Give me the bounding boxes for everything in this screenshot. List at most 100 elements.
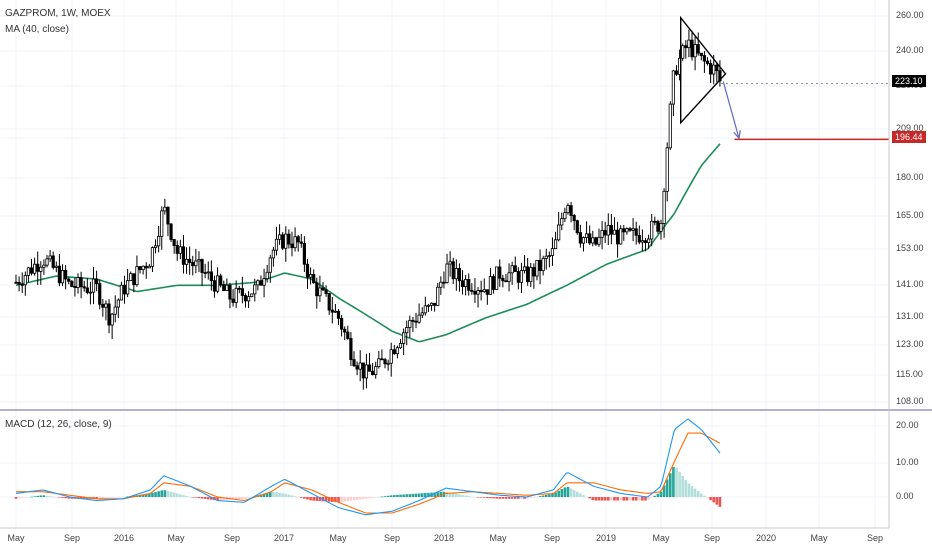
candle-body	[33, 263, 37, 274]
candle-body	[395, 347, 400, 355]
candle-body	[194, 260, 198, 267]
macd-histogram-bar	[182, 495, 185, 497]
macd-histogram-bar	[399, 494, 402, 497]
macd-histogram-bar	[281, 493, 284, 497]
candle-body	[321, 287, 325, 291]
candle-body	[126, 280, 130, 295]
candle-body	[29, 267, 34, 274]
macd-histogram-bar	[656, 493, 660, 497]
candle-body	[175, 245, 179, 254]
candle-body	[51, 255, 55, 268]
macd-histogram-bar	[631, 497, 635, 501]
macd-indicator-label: MACD (12, 26, close, 9)	[5, 419, 112, 430]
candle-body	[48, 255, 52, 260]
candle-body	[67, 278, 71, 282]
macd-histogram-bar	[200, 497, 204, 499]
candle-body	[535, 260, 539, 277]
macd-histogram-bar	[95, 497, 98, 499]
candle-body	[318, 287, 322, 297]
macd-histogram-bar	[473, 497, 477, 498]
candle-body	[166, 206, 170, 225]
candle-body	[460, 280, 465, 288]
candle-body	[91, 278, 96, 293]
candle-body	[107, 303, 111, 326]
macd-histogram-bar	[405, 494, 409, 497]
macd-histogram-bar	[222, 497, 226, 501]
price-axis-tick: 260.00	[896, 10, 924, 20]
macd-axis-tick: 20.00	[896, 420, 919, 430]
macd-histogram-bar	[411, 493, 415, 497]
macd-histogram-bar	[368, 497, 371, 499]
candle-body	[653, 220, 657, 223]
candle-body	[402, 332, 406, 344]
candle-body	[268, 257, 272, 273]
time-axis-tick: Sep	[866, 533, 884, 543]
candle-body	[671, 70, 676, 105]
macd-histogram-bar	[706, 497, 709, 498]
macd-histogram-bar	[185, 495, 188, 497]
macd-histogram-bar	[36, 495, 40, 497]
price-axis-tick: 123.00	[896, 339, 924, 349]
candle-body	[553, 239, 558, 249]
candle-body	[113, 306, 117, 315]
macd-histogram-bar	[532, 497, 536, 498]
candle-body	[715, 64, 719, 72]
macd-histogram-bar	[27, 497, 30, 498]
candle-body	[160, 210, 164, 237]
macd-histogram-bar	[241, 497, 244, 499]
candle-body	[702, 55, 707, 62]
macd-histogram-bar	[687, 483, 691, 497]
candle-body	[650, 220, 654, 240]
macd-histogram-bar	[306, 497, 309, 500]
macd-histogram-bar	[523, 497, 526, 499]
macd-histogram-bar	[123, 496, 126, 498]
macd-histogram-bar	[712, 497, 716, 503]
candle-body	[340, 317, 344, 330]
candle-body	[380, 358, 384, 361]
time-axis-tick: 2016	[113, 533, 135, 543]
macd-histogram-bar	[110, 497, 114, 498]
candle-body	[457, 268, 462, 282]
candle-body	[157, 235, 161, 247]
macd-histogram-bar	[203, 497, 207, 499]
macd-histogram-bar	[303, 497, 306, 499]
macd-histogram-bar	[424, 493, 427, 497]
candle-body	[451, 261, 455, 280]
macd-histogram-bar	[272, 491, 275, 497]
macd-histogram-bar	[715, 497, 719, 505]
macd-histogram-bar	[417, 493, 421, 497]
candle-body	[346, 331, 350, 339]
candle-body	[57, 265, 62, 284]
macd-histogram-bar	[678, 471, 681, 497]
candle-body	[284, 233, 288, 249]
candle-body	[516, 271, 520, 283]
macd-histogram-bar	[191, 497, 195, 498]
candle-body	[414, 320, 418, 323]
time-axis-tick: Sep	[383, 533, 401, 543]
macd-histogram-bar	[107, 497, 111, 498]
candle-body	[569, 205, 573, 216]
candle-body	[169, 223, 173, 240]
candle-body	[305, 263, 310, 278]
macd-histogram-bar	[535, 496, 539, 498]
macd-histogram-bar	[489, 497, 492, 499]
macd-histogram-bar	[157, 491, 160, 497]
macd-histogram-bar	[554, 492, 557, 497]
macd-histogram-bar	[644, 497, 647, 501]
time-axis-tick: 2020	[755, 533, 777, 543]
candle-body	[358, 362, 362, 370]
candle-body	[423, 305, 427, 314]
candle-body	[95, 278, 99, 285]
candle-body	[352, 359, 356, 367]
macd-histogram-bar	[250, 496, 253, 498]
macd-histogram-bar	[154, 492, 157, 497]
candle-body	[26, 267, 31, 276]
candle-body	[203, 272, 207, 274]
macd-histogram-bar	[582, 495, 585, 497]
macd-histogram-bar	[244, 497, 247, 499]
candle-body	[615, 229, 620, 245]
candle-body	[476, 290, 480, 295]
time-axis-tick: 2019	[595, 533, 617, 543]
time-axis-tick: May	[489, 533, 507, 543]
